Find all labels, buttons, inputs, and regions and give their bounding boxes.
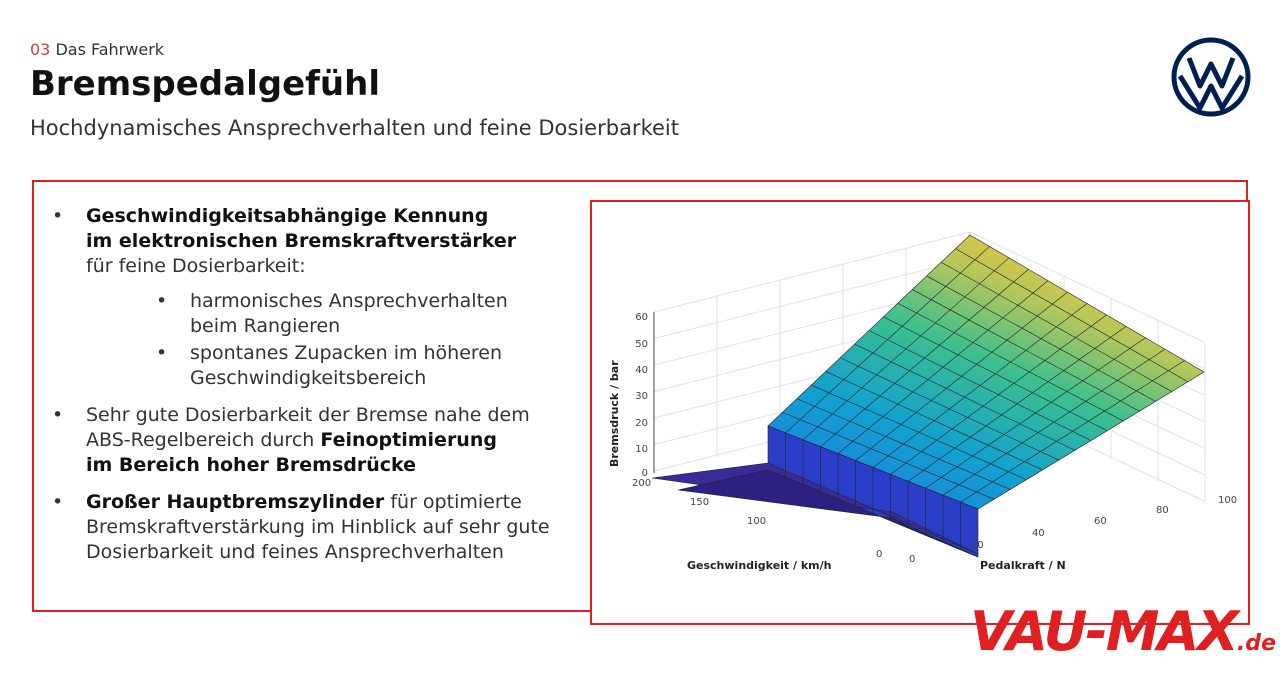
grid-line bbox=[796, 398, 1011, 490]
page-subtitle: Hochdynamisches Ansprechverhalten und fe… bbox=[30, 116, 679, 140]
z-tick: 20 bbox=[635, 418, 648, 429]
x-tick: 200 bbox=[632, 478, 651, 489]
sub-bullet-text: beim Rangieren bbox=[190, 315, 341, 337]
x-axis-label: Geschwindigkeit / km/h bbox=[687, 559, 831, 572]
bullet-bold: Geschwindigkeitsabhängige Kennung bbox=[86, 205, 489, 227]
bullet-text: Bremskraftverstärkung im Hinblick auf se… bbox=[86, 516, 550, 538]
vw-logo-icon bbox=[1171, 37, 1251, 117]
surface-mesh bbox=[651, 234, 1205, 558]
bullet-bold: im elektronischen Bremskraftverstärker bbox=[86, 230, 517, 252]
y-axis-label: Pedalkraft / N bbox=[980, 559, 1066, 572]
bullet-text: ABS-Regelbereich durch bbox=[86, 429, 321, 451]
grid-line bbox=[926, 275, 1156, 402]
z-tick: 0 bbox=[642, 468, 648, 479]
z-tick: 10 bbox=[635, 444, 648, 455]
grid-line bbox=[883, 316, 1108, 431]
x-tick: 150 bbox=[690, 497, 709, 508]
bullet-list: • Geschwindigkeitsabhängige Kennung im e… bbox=[52, 204, 572, 577]
bullet-text: für feine Dosierbarkeit: bbox=[86, 255, 306, 277]
sub-bullet-text: spontanes Zupacken im höheren bbox=[190, 342, 503, 364]
grid-line bbox=[955, 248, 1189, 383]
sub-bullet-item: • spontanes Zupacken im höheren Geschwin… bbox=[156, 342, 503, 389]
bullet-item: • Sehr gute Dosierbarkeit der Bremse nah… bbox=[52, 404, 530, 476]
section-name: Das Fahrwerk bbox=[55, 40, 165, 59]
grid-line bbox=[825, 371, 1043, 471]
grid-line bbox=[868, 330, 1092, 441]
surface-chart: 60 50 40 30 20 10 0 Bremsdruck / bar 200… bbox=[608, 231, 1237, 572]
bullet-text: für optimierte bbox=[384, 491, 522, 513]
z-tick: 50 bbox=[635, 339, 648, 350]
y-tick: 0 bbox=[909, 554, 915, 565]
bullet-item: • Geschwindigkeitsabhängige Kennung im e… bbox=[52, 204, 572, 391]
surface-floor-front bbox=[677, 469, 979, 558]
vau-max-watermark: VAU-MAX.de bbox=[970, 602, 1276, 674]
watermark-text: VAU-MAX bbox=[970, 600, 1239, 663]
z-axis-label: Bremsdruck / bar bbox=[608, 360, 621, 467]
bullet-text: Dosierbarkeit und feines Ansprechverhalt… bbox=[86, 541, 504, 563]
x-axis: 200 150 100 0 Geschwindigkeit / km/h bbox=[632, 478, 882, 572]
y-tick: 20 bbox=[971, 540, 984, 551]
bullet-text: Sehr gute Dosierbarkeit der Bremse nahe … bbox=[86, 404, 530, 426]
y-tick: 60 bbox=[1094, 516, 1107, 527]
page-title: Bremspedalgefühl bbox=[30, 64, 380, 104]
watermark-tld: .de bbox=[1236, 631, 1276, 656]
z-axis: 60 50 40 30 20 10 0 Bremsdruck / bar bbox=[608, 312, 655, 479]
x-tick: 100 bbox=[747, 516, 766, 527]
y-axis: 0 20 40 60 80 100 Pedalkraft / N bbox=[909, 495, 1237, 572]
sub-bullet-text: harmonisches Ansprechverhalten bbox=[190, 290, 508, 312]
grid-line bbox=[811, 384, 1027, 480]
grid-line bbox=[940, 262, 1172, 392]
sub-bullet-text: Geschwindigkeitsbereich bbox=[190, 367, 427, 389]
grid-line bbox=[854, 343, 1075, 451]
section-kicker: 03 Das Fahrwerk bbox=[30, 40, 164, 59]
z-tick: 30 bbox=[635, 391, 648, 402]
z-tick: 60 bbox=[635, 312, 648, 323]
grid-line bbox=[653, 231, 971, 313]
section-number: 03 bbox=[30, 40, 51, 59]
bullet-bold: Feinoptimierung bbox=[320, 429, 497, 451]
bullet-bold: im Bereich hoher Bremsdrücke bbox=[86, 454, 417, 476]
z-tick: 40 bbox=[635, 365, 648, 376]
y-tick: 100 bbox=[1218, 495, 1237, 506]
sub-bullet-item: • harmonisches Ansprechverhalten beim Ra… bbox=[156, 290, 508, 337]
bullet-bold: Großer Hauptbremszylinder bbox=[86, 491, 385, 513]
grid-line bbox=[897, 302, 1124, 422]
bullet-item: • Großer Hauptbremszylinder für optimier… bbox=[52, 491, 550, 563]
grid-line bbox=[912, 289, 1140, 412]
chart-frame: 60 50 40 30 20 10 0 Bremsdruck / bar 200… bbox=[590, 200, 1250, 625]
grid-line bbox=[782, 412, 995, 500]
grid-line bbox=[969, 231, 1205, 343]
grid-line bbox=[840, 357, 1059, 461]
grid-line bbox=[653, 258, 971, 339]
y-tick: 80 bbox=[1156, 505, 1169, 516]
y-tick: 40 bbox=[1032, 528, 1045, 539]
x-tick: 0 bbox=[876, 549, 882, 560]
